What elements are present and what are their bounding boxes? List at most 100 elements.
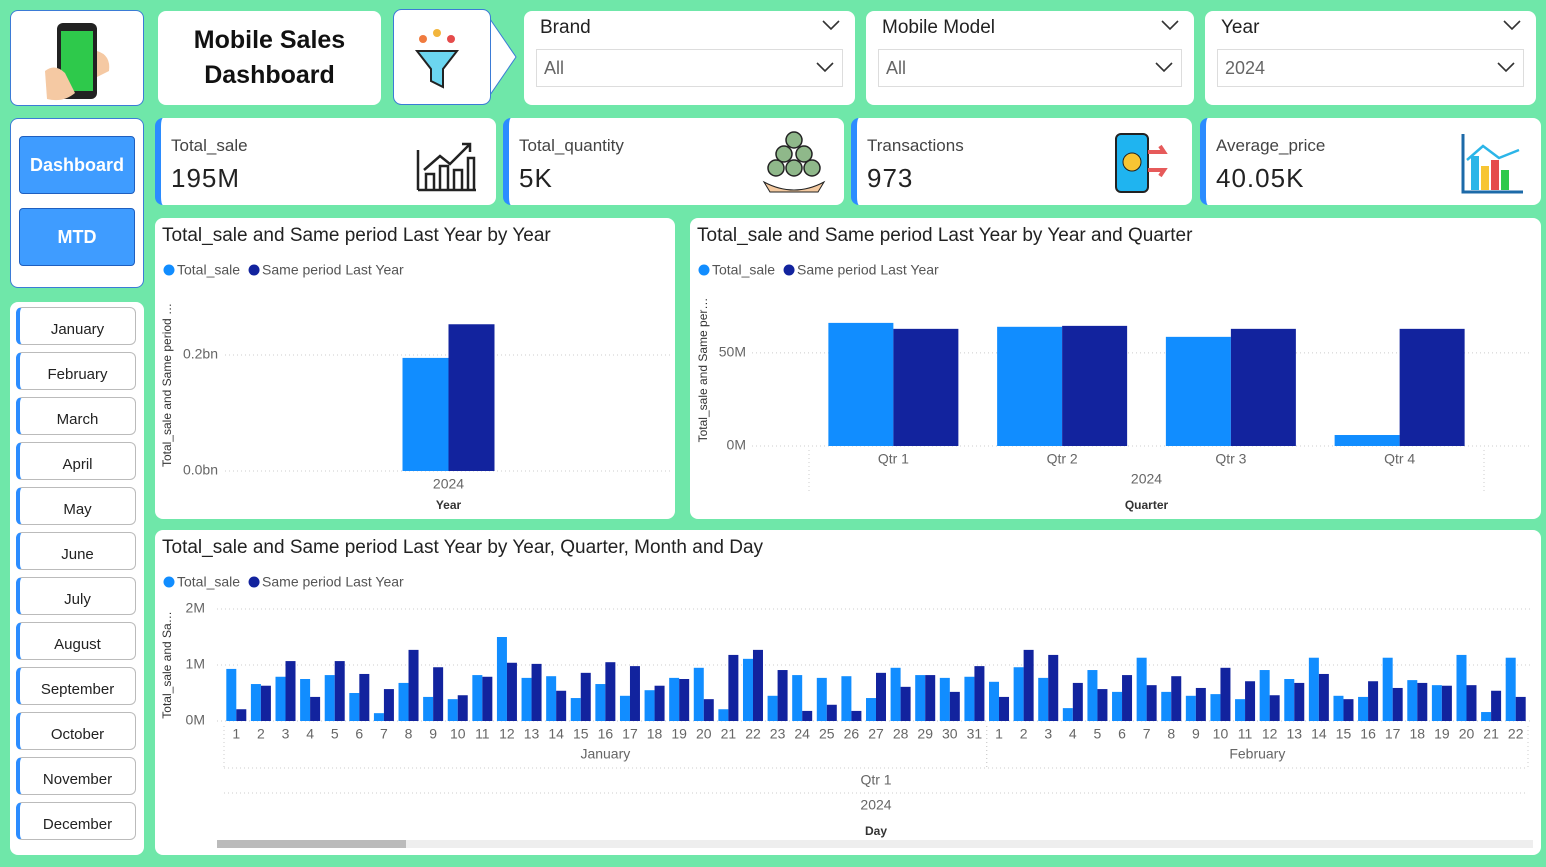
month-button[interactable]: January: [16, 307, 136, 345]
y-tick-label: 1M: [186, 656, 205, 672]
chevron: [1497, 62, 1515, 73]
bar: [531, 663, 542, 721]
x-tick-label: 19: [1434, 726, 1450, 742]
bar: [506, 662, 517, 721]
icon-shape: [1148, 144, 1168, 178]
bar: [1161, 691, 1172, 721]
x-tick-label: 23: [770, 726, 786, 742]
x-tick-label: Qtr 3: [1215, 451, 1246, 467]
month-button[interactable]: September: [16, 667, 136, 705]
bar: [1013, 667, 1024, 721]
chevron: [822, 20, 840, 31]
bar: [1515, 696, 1526, 721]
kpi-icon: [1115, 133, 1168, 193]
dropdown[interactable]: 2024: [1217, 49, 1524, 87]
bar: [1407, 680, 1418, 721]
month-button[interactable]: June: [16, 532, 136, 570]
slicer: Brand All: [524, 11, 855, 105]
nav-panel: Dashboard MTD: [10, 118, 144, 288]
dropdown[interactable]: All: [536, 49, 843, 87]
month-label: January: [580, 746, 630, 762]
bar: [457, 695, 468, 721]
month-button[interactable]: December: [16, 802, 136, 840]
month-button[interactable]: February: [16, 352, 136, 390]
scrollbar-track: [217, 840, 1533, 848]
x-tick-label: 17: [622, 726, 638, 742]
bar: [1334, 435, 1400, 446]
x-tick-label: 31: [967, 726, 983, 742]
slicer-label: Year: [1221, 17, 1260, 38]
x-tick-label: 26: [844, 726, 860, 742]
x-axis-title: Quarter: [1125, 498, 1169, 512]
chevron-icon: [1503, 20, 1521, 31]
x-tick-label: Qtr 2: [1047, 451, 1078, 467]
y-tick-label: 0.0bn: [183, 462, 218, 478]
x-tick-label: 2: [257, 726, 265, 742]
x-axis-title: Year: [436, 498, 462, 512]
dropdown[interactable]: All: [878, 49, 1182, 87]
logo-panel: [10, 10, 144, 106]
bar: [893, 328, 959, 446]
bar: [359, 673, 370, 721]
x-tick-label: 14: [548, 726, 564, 742]
bar: [989, 681, 1000, 721]
x-tick-label: 16: [598, 726, 614, 742]
x-tick-label: 3: [1044, 726, 1052, 742]
scrollbar-thumb[interactable]: [217, 840, 406, 848]
bar: [802, 710, 813, 721]
bar: [605, 662, 616, 721]
bar: [285, 661, 296, 721]
x-tick-label: 28: [893, 726, 909, 742]
bar: [1220, 667, 1231, 721]
x-tick-label: 5: [331, 726, 339, 742]
x-tick-label: 6: [355, 726, 363, 742]
bar: [1146, 685, 1157, 721]
month-button[interactable]: March: [16, 397, 136, 435]
bar: [447, 699, 458, 721]
kpi-icon: [762, 131, 826, 193]
x-group-label: 2024: [1131, 471, 1162, 487]
month-button[interactable]: August: [16, 622, 136, 660]
month-button[interactable]: July: [16, 577, 136, 615]
bar: [1505, 657, 1516, 721]
bar: [1466, 685, 1477, 721]
x-tick-label: 16: [1360, 726, 1376, 742]
y-axis-title: Total_sale and Same per…: [696, 298, 710, 443]
month-button[interactable]: November: [16, 757, 136, 795]
legend-marker: [248, 264, 260, 276]
month-button[interactable]: May: [16, 487, 136, 525]
bar: [693, 667, 704, 721]
bar: [939, 677, 950, 721]
kpi-card: Average_price 40.05K: [1200, 118, 1541, 205]
icon-shape: [1501, 170, 1509, 190]
chart-title: Total_sale and Same period Last Year by …: [162, 537, 764, 558]
bar: [925, 675, 936, 721]
bar: [546, 676, 557, 721]
month-label: February: [1229, 746, 1285, 762]
nav-button[interactable]: Dashboard: [19, 136, 135, 194]
legend-label: Same period Last Year: [797, 262, 939, 278]
x-tick-label: 9: [429, 726, 437, 742]
bar: [300, 679, 311, 721]
x-tick-label: 11: [475, 726, 490, 742]
bar: [595, 684, 606, 721]
bar: [324, 675, 335, 721]
bar: [999, 696, 1010, 721]
x-tick-label: 12: [499, 726, 515, 742]
legend-label: Total_sale: [177, 574, 240, 590]
bar: [383, 689, 394, 721]
nav-button[interactable]: MTD: [19, 208, 135, 266]
x-tick-label: 4: [1069, 726, 1077, 742]
y-tick-label: 0M: [727, 437, 746, 453]
bar: [580, 672, 591, 721]
bar: [1087, 670, 1098, 721]
bar: [644, 690, 655, 721]
bar: [866, 698, 876, 721]
month-button[interactable]: April: [16, 442, 136, 480]
bar: [816, 677, 827, 721]
kpi-card: Total_quantity 5K: [503, 118, 844, 205]
quarter-label: Qtr 1: [860, 772, 891, 788]
bar: [1136, 657, 1147, 721]
month-button[interactable]: October: [16, 712, 136, 750]
bar: [496, 637, 507, 721]
